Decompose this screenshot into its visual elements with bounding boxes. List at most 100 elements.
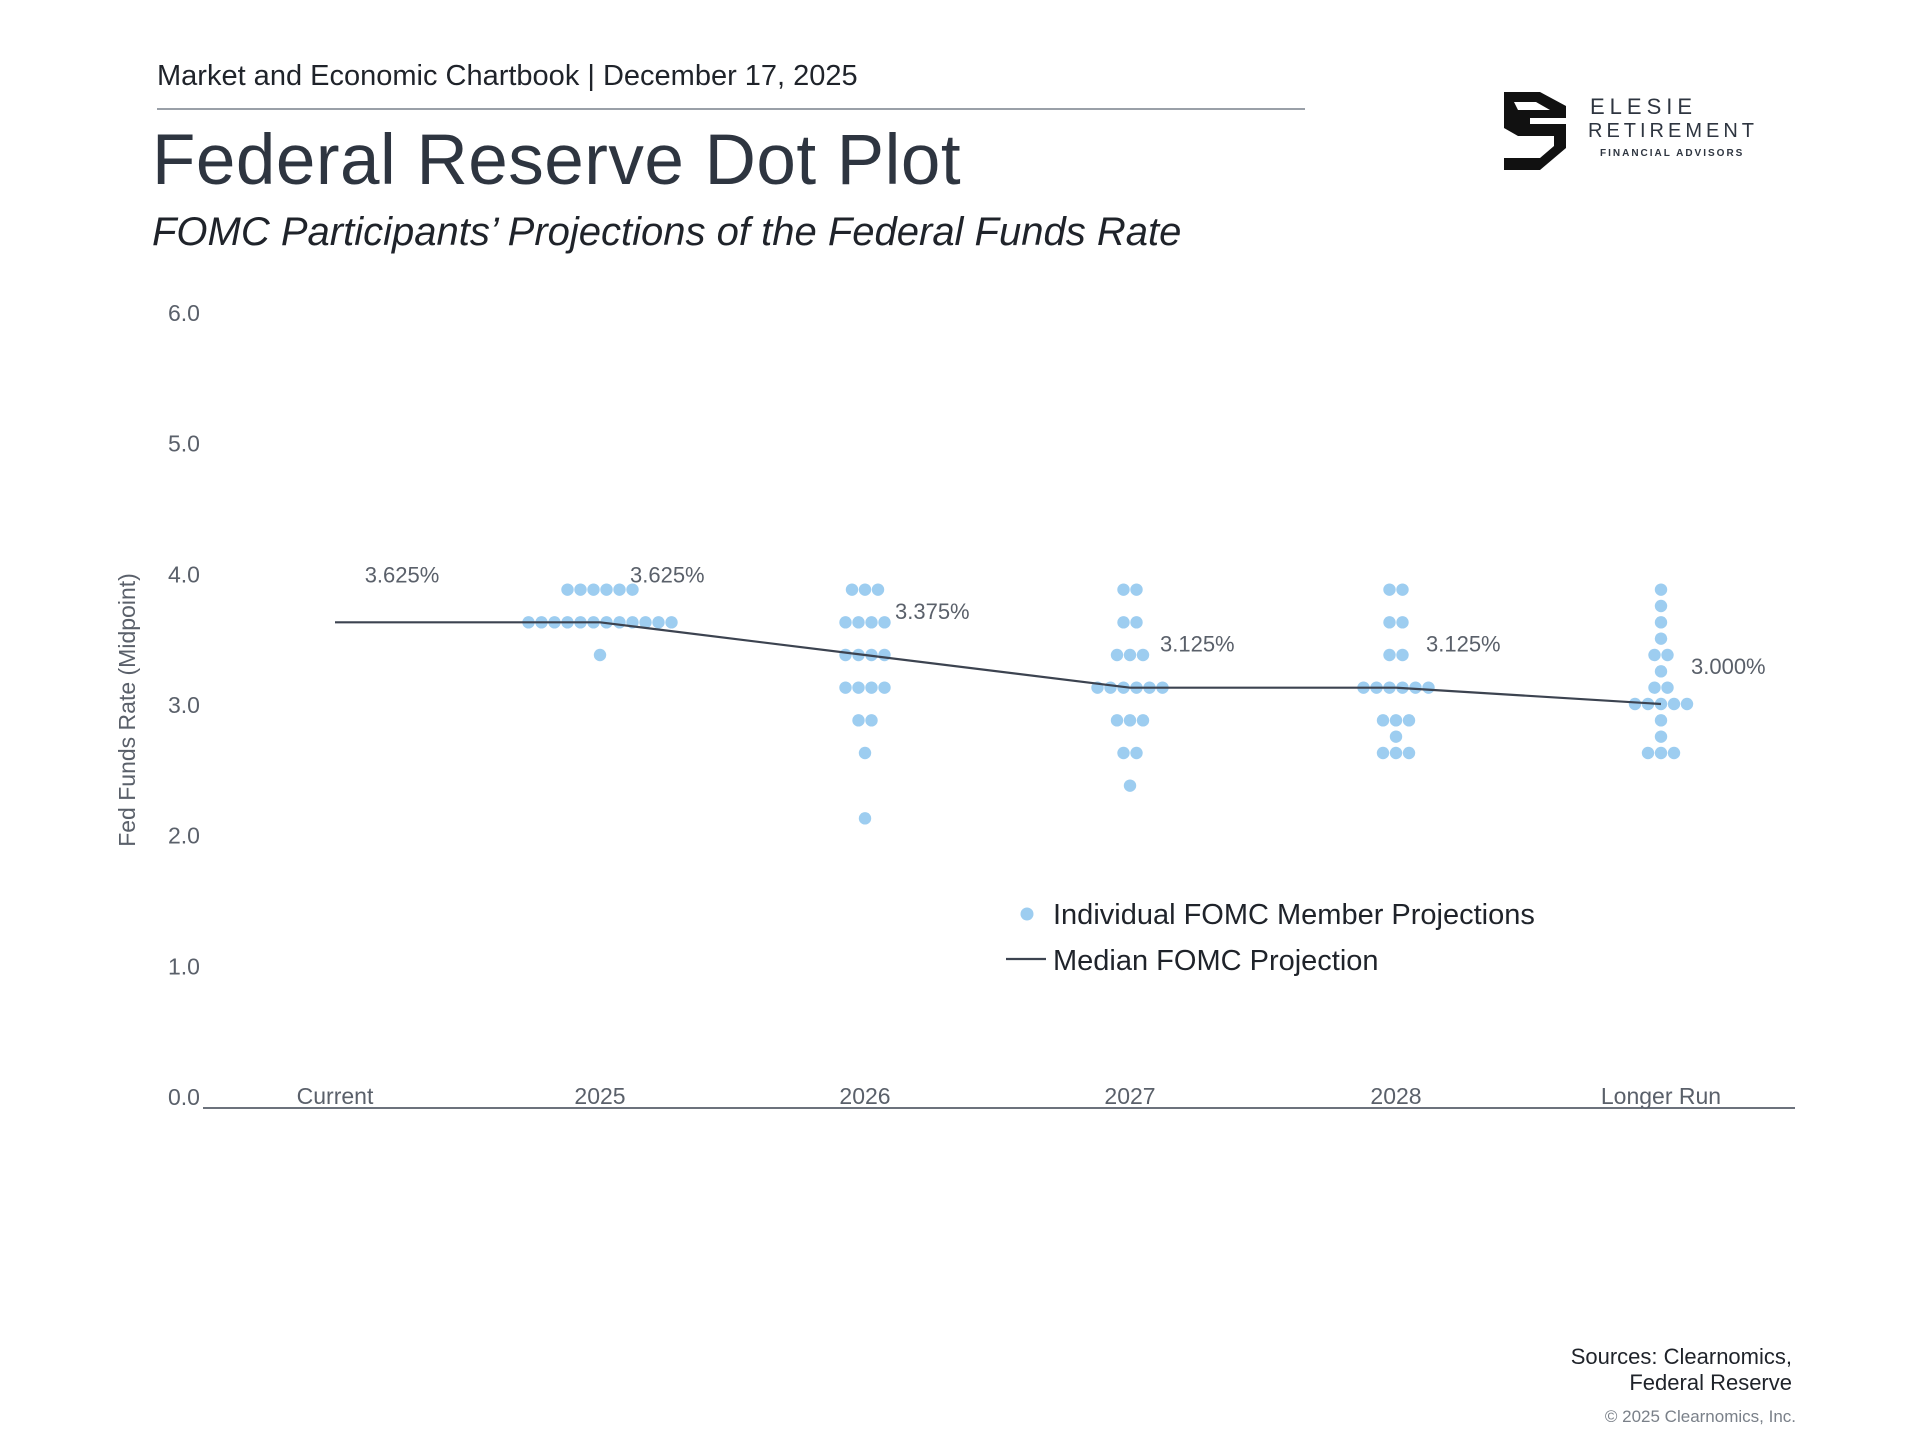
projection-dot <box>1110 714 1124 727</box>
projection-dot <box>1661 681 1674 694</box>
projection-dot <box>561 583 574 596</box>
projection-dot <box>1130 746 1143 760</box>
projection-dot <box>865 714 878 727</box>
projection-dot <box>639 616 652 629</box>
projection-dot <box>1110 648 1124 662</box>
projection-dot <box>1383 616 1396 629</box>
projection-dot <box>1376 746 1390 760</box>
projection-dot <box>652 616 665 629</box>
projection-dot <box>852 714 865 727</box>
projection-dot <box>871 583 885 596</box>
y-tick-label: 2.0 <box>168 823 200 849</box>
projection-dot <box>1130 583 1143 596</box>
projection-dot <box>1389 730 1403 743</box>
projection-dot <box>1641 746 1655 760</box>
median-value-label: 3.375% <box>895 599 970 624</box>
projection-dot <box>1409 681 1422 694</box>
logo-mark-icon <box>1504 92 1566 170</box>
projection-dot <box>613 583 626 596</box>
projection-dot <box>1389 746 1403 760</box>
projection-dot <box>1422 681 1435 694</box>
logo-line-2: RETIREMENT <box>1588 120 1758 142</box>
projection-dot <box>852 681 865 694</box>
projection-dot <box>1402 714 1416 727</box>
projection-dot <box>1123 648 1137 662</box>
projection-dot <box>858 746 872 760</box>
projection-dot <box>1654 599 1668 613</box>
projection-dot <box>613 616 626 629</box>
projection-dot <box>839 681 852 694</box>
copyright-note: © 2025 Clearnomics, Inc. <box>1604 1407 1796 1426</box>
projection-dot <box>1130 616 1143 629</box>
projection-dot <box>858 812 872 825</box>
projection-dot <box>587 583 600 596</box>
median-value-label: 3.625% <box>630 562 705 587</box>
page-title: Federal Reserve Dot Plot <box>152 121 962 200</box>
median-value-label: 3.000% <box>1691 654 1766 679</box>
median-value-label: 3.625% <box>365 562 440 587</box>
x-tick-label: Current <box>297 1083 374 1109</box>
projection-dot <box>1123 714 1137 727</box>
projection-dot <box>1667 746 1681 760</box>
projection-dot <box>593 648 607 662</box>
projection-dot <box>858 583 872 596</box>
legend-dots-label: Individual FOMC Member Projections <box>1053 899 1535 931</box>
projection-dot <box>1383 648 1396 662</box>
median-line <box>335 621 1662 706</box>
projection-dot <box>1661 648 1674 662</box>
y-axis-title: Fed Funds Rate (Midpoint) <box>114 573 140 847</box>
projection-dot <box>1654 583 1668 596</box>
header-divider <box>157 108 1305 110</box>
median-value-label: 3.125% <box>1426 632 1501 657</box>
sources-line-2: Federal Reserve <box>1629 1370 1792 1395</box>
projection-dot <box>839 616 852 629</box>
projection-dot <box>1396 616 1409 629</box>
x-tick-label: Longer Run <box>1601 1083 1721 1109</box>
projection-dot <box>865 681 878 694</box>
projection-dot <box>1402 746 1416 760</box>
legend-dot-icon <box>1020 907 1034 921</box>
projection-dot <box>1383 583 1396 596</box>
projection-dot <box>865 616 878 629</box>
median-value-label: 3.125% <box>1160 632 1235 657</box>
projection-dot <box>1648 681 1661 694</box>
legend-line-label: Median FOMC Projection <box>1053 945 1379 977</box>
projection-dot <box>1654 616 1668 629</box>
projection-dot <box>1667 697 1681 711</box>
y-tick-label: 5.0 <box>168 431 200 457</box>
y-tick-label: 4.0 <box>168 561 200 587</box>
projection-dot <box>1648 648 1661 662</box>
projection-dot <box>1680 697 1694 711</box>
projection-dot <box>1117 616 1130 629</box>
projection-dot <box>1117 746 1130 760</box>
chartbook-header: Market and Economic Chartbook | December… <box>157 60 858 92</box>
y-tick-label: 3.0 <box>168 692 200 718</box>
logo-line-1: ELESIE <box>1590 94 1698 119</box>
projection-dot <box>626 583 639 596</box>
projection-dot <box>1396 648 1409 662</box>
sources-line-1: Sources: Clearnomics, <box>1570 1344 1792 1369</box>
projection-dot <box>1654 714 1668 727</box>
projection-dot <box>1654 746 1668 760</box>
projection-dot <box>1123 779 1137 792</box>
y-tick-label: 6.0 <box>168 300 200 326</box>
x-tick-label: 2028 <box>1370 1083 1421 1109</box>
company-logo: ELESIE RETIREMENT FINANCIAL ADVISORS <box>1500 82 1770 182</box>
projection-dot <box>1628 697 1642 711</box>
projection-dot <box>1104 681 1117 694</box>
sources-note: Sources: Clearnomics, Federal Reserve <box>1571 1344 1792 1396</box>
projection-dot <box>878 648 891 662</box>
projection-dot <box>1136 714 1150 727</box>
projection-dot <box>665 616 678 629</box>
page-subtitle: FOMC Participants’ Projections of the Fe… <box>152 210 1182 254</box>
logo-line-3: FINANCIAL ADVISORS <box>1600 148 1745 159</box>
projection-dot <box>1396 583 1409 596</box>
projection-dot <box>839 648 852 662</box>
y-tick-label: 1.0 <box>168 953 200 979</box>
projection-dot <box>1654 665 1668 678</box>
projection-dot <box>1654 632 1668 645</box>
projection-dot <box>1376 714 1390 727</box>
x-tick-label: 2027 <box>1104 1083 1155 1109</box>
projection-dot <box>1389 714 1403 727</box>
